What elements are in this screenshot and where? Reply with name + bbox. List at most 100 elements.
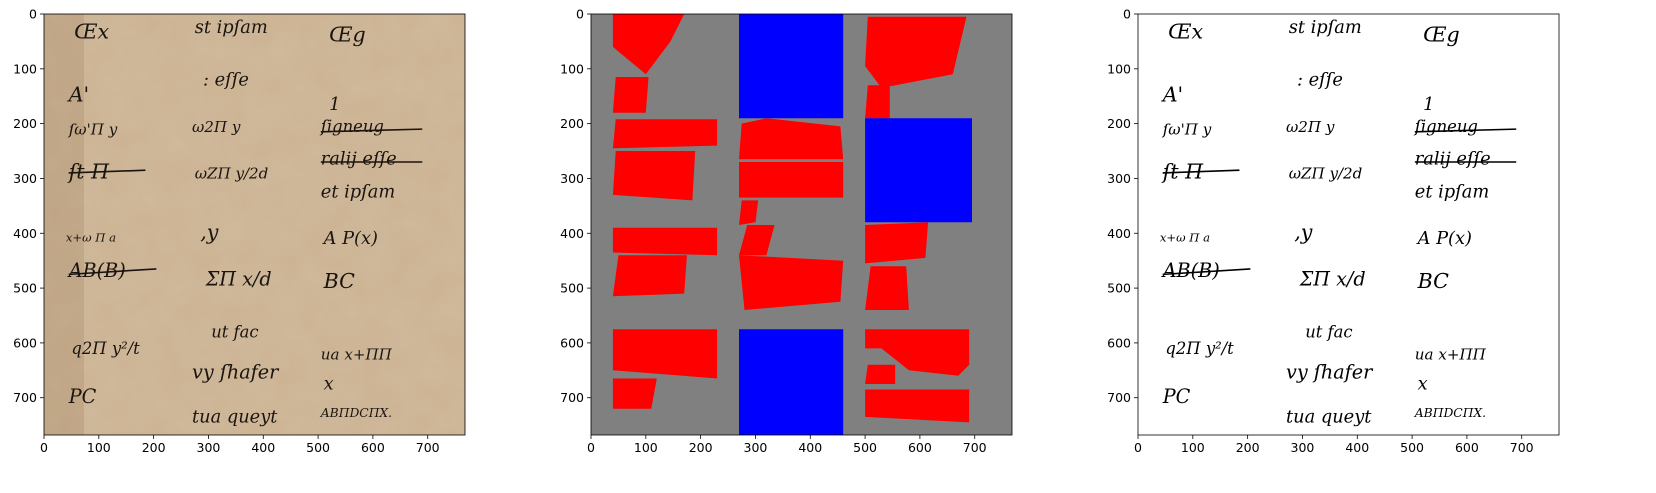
x-tick-label: 400 [798,440,822,455]
handwritten-line: ωZΠ y/2d [195,165,269,183]
handwritten-line: A' [67,83,90,107]
handwritten-line: ωZΠ y/2d [1289,165,1363,183]
y-tick-label: 100 [1107,61,1131,76]
handwritten-line: ua x+ΠΠ [321,345,393,363]
handwritten-line: ſω'Π y [1162,121,1212,139]
handwritten-line: AB(B) [1161,259,1220,282]
text-region-red [865,364,896,384]
x-tick-label: 200 [689,440,713,455]
handwritten-line: PC [1162,385,1191,408]
x-tick-label: 500 [1400,440,1424,455]
text-region-red [612,119,718,149]
parchment-texture [44,14,465,435]
strike-line [1162,268,1251,276]
x-tick-label: 700 [1510,440,1534,455]
text-region-red [612,77,649,113]
plot-area [591,14,1012,435]
strike-line [320,128,423,133]
handwritten-line: ſigneug [319,117,384,136]
x-tick-label: 200 [1236,440,1260,455]
strike-line [1162,169,1240,174]
text-region-red [739,118,844,160]
handwritten-line: Œg [329,22,366,46]
text-region-red [612,227,718,256]
handwritten-line: vy ſhafer [1286,361,1374,384]
x-tick-label: 100 [1181,440,1205,455]
handwritten-line: tua queyt [192,406,278,427]
strike-line [1414,128,1517,133]
handwritten-line: PC [68,385,97,408]
parchment-left-shade [44,14,84,435]
x-axis-ticks: 0 100 200 300 400 500 600 700 [40,435,440,455]
y-tick-label: 500 [13,281,37,296]
y-tick-label: 700 [1107,390,1131,405]
x-tick-label: 600 [908,440,932,455]
handwritten-line: AB(B) [67,259,126,282]
handwritten-line: A P(x) [322,228,378,249]
handwritten-line: tua queyt [1286,406,1372,427]
x-tick-label: 0 [587,440,595,455]
binary-background [1138,14,1559,435]
y-tick-label: 600 [560,335,584,350]
text-region-red [739,162,844,198]
handwritten-line: ſω'Π y [68,121,118,139]
handwritten-line: st ipſam [195,17,268,38]
text-region-red [865,85,890,119]
region-mask-panel: 0 100 200 300 400 500 600 700 0 100 200 300 400 500 6… [560,7,1013,455]
mask-regions [612,14,972,435]
y-tick-label: 600 [1107,335,1131,350]
y-tick-label: 400 [560,226,584,241]
x-tick-label: 500 [306,440,330,455]
handwritten-line: st ipſam [1289,17,1362,38]
x-axis-ticks: 0 100 200 300 400 500 600 700 [1134,435,1534,455]
x-tick-label: 100 [634,440,658,455]
handwritten-line: ,y [1294,220,1313,244]
handwritten-line: BC [323,269,356,293]
handwritten-line: Œg [1423,22,1460,46]
plot-frame [43,13,466,436]
x-axis-ticks: 0 100 200 300 400 500 600 700 [587,435,987,455]
strike-line [68,169,146,174]
blank-region-blue [739,329,844,435]
y-tick-label: 300 [560,171,584,186]
x-tick-label: 300 [197,440,221,455]
handwritten-line: et ipſam [1415,182,1489,203]
x-tick-label: 500 [853,440,877,455]
text-region-red [739,255,844,310]
handwritten-line: q2Π y²/t [1165,339,1234,358]
y-tick-label: 100 [13,61,37,76]
handwritten-line: : eſſe [203,69,249,90]
text-region-red [865,389,970,423]
y-tick-label: 700 [560,390,584,405]
handwritten-line: ut fac [211,322,258,341]
handwritten-line: ralij eſſe [321,149,397,170]
handwritten-line: ut fac [1305,322,1352,341]
x-tick-label: 200 [142,440,166,455]
handwritten-line: vy ſhafer [192,361,280,384]
x-tick-label: 300 [1291,440,1315,455]
handwritten-line: 1 [329,94,340,115]
handwritten-line: ω2Π y [1286,118,1335,136]
x-tick-label: 100 [87,440,111,455]
handwritten-line: BC [1417,269,1450,293]
handwritten-line: ,y [200,220,219,244]
handwritten-line: ΣΠ x/d [1299,267,1366,290]
text-region-red [612,14,685,75]
y-tick-label: 600 [13,335,37,350]
y-tick-label: 400 [13,226,37,241]
handwritten-line: A P(x) [1416,228,1472,249]
text-region-red [612,378,657,409]
handwritten-line: x+ω Π a [1160,231,1210,245]
y-axis-ticks: 0 100 200 300 400 500 600 700 [13,7,44,405]
y-axis-ticks: 0 100 200 300 400 500 600 700 [1107,7,1138,405]
text-region-red [865,266,909,310]
handwritten-line: Œx [74,20,109,44]
handwritten-line: q2Π y²/t [71,339,140,358]
x-tick-label: 700 [416,440,440,455]
text-region-red [865,16,967,89]
y-tick-label: 700 [13,390,37,405]
text-region-red [865,329,970,376]
